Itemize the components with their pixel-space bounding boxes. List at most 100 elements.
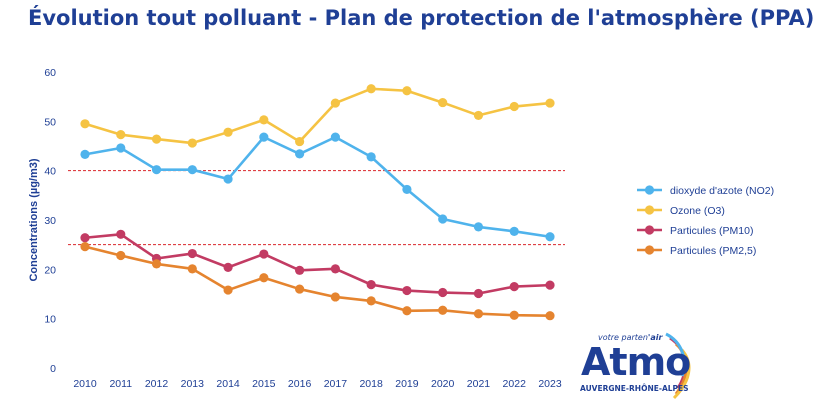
- series-line: [84, 135, 551, 239]
- data-point: [116, 143, 126, 153]
- data-point: [545, 280, 555, 290]
- data-point: [259, 115, 269, 125]
- y-axis-label: Concentrations (µg/m3): [28, 158, 40, 281]
- data-point: [402, 86, 412, 96]
- legend-label: Particules (PM2,5): [670, 245, 756, 257]
- data-point: [259, 132, 269, 142]
- data-point: [402, 285, 412, 296]
- data-point: [151, 165, 162, 175]
- x-tick-label: 2010: [73, 378, 97, 390]
- data-point: [402, 306, 412, 316]
- series-Ozone (O3): [80, 84, 555, 148]
- legend-marker: [644, 185, 655, 195]
- data-point: [295, 284, 305, 294]
- data-point: [509, 310, 519, 320]
- x-tick-label: 2014: [216, 378, 240, 390]
- data-point: [151, 259, 162, 269]
- legend-item: Particules (PM10): [637, 225, 753, 237]
- data-point: [473, 288, 484, 299]
- y-tick-label: 10: [44, 314, 56, 326]
- data-point: [116, 229, 126, 239]
- data-point: [187, 248, 197, 259]
- data-point: [438, 97, 448, 108]
- data-point: [295, 136, 305, 147]
- legend-label: Particules (PM10): [670, 225, 753, 237]
- y-tick-label: 50: [44, 116, 56, 128]
- data-point: [509, 282, 519, 292]
- data-point: [116, 250, 126, 261]
- x-tick-label: 2021: [467, 378, 491, 390]
- series-line: [84, 245, 551, 318]
- data-point: [366, 296, 376, 306]
- data-point: [509, 101, 519, 112]
- axes: 0 10 20 30 40 50 60 2010 2011 2012 2013 2014 2015 201…: [28, 67, 562, 390]
- data-point: [259, 273, 269, 283]
- data-point: [366, 84, 376, 94]
- chart-title: Évolution tout polluant - Plan de protec…: [28, 6, 815, 30]
- series-group: [80, 84, 555, 321]
- data-point: [80, 119, 90, 129]
- legend-item: Ozone (O3): [637, 205, 725, 217]
- legend: dioxyde d'azote (NO2) Ozone (O3) Particule…: [637, 185, 774, 257]
- data-point: [330, 292, 340, 302]
- legend-marker: [644, 225, 655, 235]
- legend-item: dioxyde d'azote (NO2): [637, 185, 774, 197]
- data-point: [151, 134, 162, 144]
- x-tick-label: 2023: [538, 378, 562, 390]
- legend-label: Ozone (O3): [670, 205, 725, 217]
- data-point: [330, 264, 340, 274]
- y-tick-label: 20: [44, 264, 56, 276]
- data-point: [366, 280, 376, 290]
- y-tick-label: 30: [44, 215, 56, 227]
- x-tick-label: 2020: [431, 378, 455, 390]
- logo-region: AUVERGNE-RHÔNE-ALPES: [580, 384, 689, 393]
- series-dioxyde d'azote (NO2): [80, 132, 555, 242]
- data-point: [545, 232, 555, 242]
- data-point: [295, 149, 305, 159]
- data-point: [509, 226, 519, 236]
- data-point: [223, 262, 233, 272]
- data-point: [330, 98, 340, 108]
- data-point: [187, 165, 197, 175]
- data-point: [187, 264, 197, 274]
- x-tick-label: 2012: [145, 378, 169, 390]
- data-point: [330, 132, 340, 142]
- series-Particules (PM2,5): [80, 242, 555, 321]
- data-point: [80, 233, 90, 243]
- data-point: [402, 184, 412, 195]
- data-point: [116, 130, 126, 140]
- legend-marker: [644, 205, 655, 215]
- data-point: [473, 222, 484, 232]
- legend-label: dioxyde d'azote (NO2): [670, 185, 774, 197]
- x-tick-label: 2019: [395, 378, 419, 390]
- x-tick-label: 2018: [359, 378, 383, 390]
- logo-swoosh-icon: [665, 332, 691, 400]
- y-tick-label: 0: [50, 363, 56, 375]
- series-line: [84, 233, 551, 295]
- data-point: [473, 309, 484, 319]
- series-line: [84, 87, 551, 145]
- data-point: [80, 242, 90, 252]
- data-point: [438, 287, 448, 298]
- x-tick-label: 2015: [252, 378, 276, 390]
- data-point: [187, 138, 197, 148]
- data-point: [223, 174, 233, 184]
- legend-marker: [644, 245, 655, 255]
- logo-brand: Atmo: [581, 340, 691, 384]
- x-tick-label: 2011: [109, 378, 132, 390]
- logo-tagline: votre parten'air: [598, 333, 663, 342]
- data-point: [473, 110, 484, 121]
- data-point: [80, 149, 90, 159]
- data-point: [438, 214, 448, 224]
- x-tick-label: 2022: [503, 378, 527, 390]
- data-point: [366, 152, 376, 162]
- data-point: [295, 265, 305, 275]
- x-tick-label: 2013: [181, 378, 205, 390]
- data-point: [545, 311, 555, 321]
- y-tick-label: 60: [44, 67, 56, 79]
- data-point: [545, 98, 555, 108]
- reference-lines: [68, 170, 565, 246]
- legend-item: Particules (PM2,5): [637, 245, 756, 257]
- data-point: [223, 127, 233, 137]
